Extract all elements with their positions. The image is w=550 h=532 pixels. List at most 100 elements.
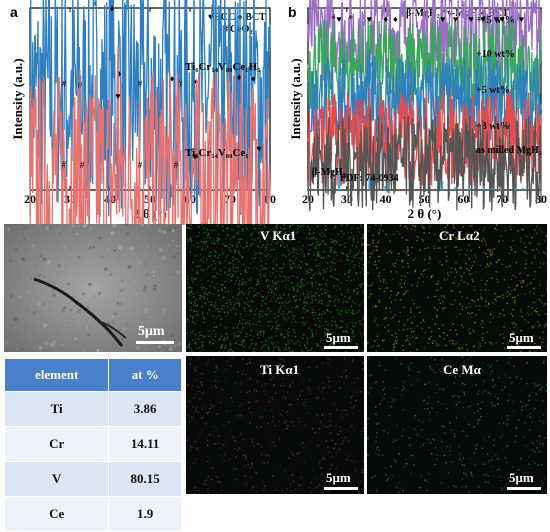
eds-dot (285, 349, 286, 350)
eds-dot (199, 399, 200, 400)
eds-dot (350, 237, 351, 238)
eds-dot (429, 412, 430, 413)
eds-dot (235, 441, 236, 442)
eds-dot (291, 282, 292, 283)
eds-dot (294, 316, 295, 317)
eds-dot (201, 409, 202, 410)
eds-dot (268, 347, 269, 348)
eds-dot (362, 242, 363, 243)
eds-dot (487, 454, 488, 455)
eds-dot (469, 313, 470, 314)
eds-dot (534, 463, 535, 464)
eds-dot (462, 478, 463, 479)
eds-dot (265, 263, 266, 264)
eds-dot (495, 300, 496, 301)
eds-dot (262, 416, 263, 417)
eds-dot (295, 336, 296, 337)
eds-dot (243, 342, 244, 343)
eds-dot (240, 313, 241, 314)
eds-dot (227, 255, 228, 256)
eds-dot (422, 276, 423, 277)
eds-dot (307, 271, 308, 272)
eds-dot (208, 412, 209, 413)
eds-dot (230, 309, 231, 310)
eds-dot (334, 251, 335, 252)
eds-dot (275, 288, 276, 289)
eds-dot (355, 468, 356, 469)
eds-dot (284, 276, 285, 277)
eds-dot (293, 481, 294, 482)
eds-dot (287, 333, 288, 334)
eds-dot (275, 321, 276, 322)
eds-dot (320, 244, 321, 245)
eds-dot (292, 315, 293, 316)
eds-dot (310, 283, 311, 284)
eds-dot (193, 397, 194, 398)
eds-dot (514, 303, 515, 304)
eds-dot (422, 227, 423, 228)
table-row: Ce 1.9 (5, 497, 182, 532)
eds-dot (203, 337, 204, 338)
eds-dot (543, 263, 544, 264)
eds-dot (190, 303, 191, 304)
eds-dot (336, 242, 337, 243)
eds-dot (219, 392, 220, 393)
eds-dot (198, 490, 199, 491)
eds-dot (383, 389, 384, 390)
eds-dot (206, 421, 207, 422)
eds-dot (363, 300, 364, 301)
eds-dot (344, 437, 345, 438)
eds-dot (541, 387, 542, 388)
eds-dot (503, 315, 504, 316)
eds-dot (204, 293, 205, 294)
eds-dot (216, 326, 217, 327)
eds-dot (283, 225, 284, 226)
x-tick-label: 40 (380, 192, 392, 206)
eds-dot (307, 344, 308, 345)
eds-dot (201, 242, 202, 243)
eds-dot (341, 310, 342, 311)
eds-dot (333, 285, 334, 286)
eds-dot (240, 433, 241, 434)
eds-dot (279, 295, 280, 296)
sem-grain (85, 335, 87, 337)
eds-dot (407, 263, 408, 264)
cell-element: Ce (5, 497, 109, 532)
eds-dot (325, 305, 326, 306)
eds-dot (223, 460, 224, 461)
eds-dot (237, 277, 238, 278)
eds-dot (529, 429, 530, 430)
eds-dot (484, 227, 485, 228)
eds-dot (528, 306, 529, 307)
eds-dot (376, 424, 377, 425)
sem-grain (88, 243, 91, 246)
sem-grain (20, 243, 22, 245)
eds-dot (312, 283, 313, 284)
eds-dot (330, 413, 331, 414)
eds-dot (213, 316, 214, 317)
eds-dot (528, 322, 529, 323)
eds-dot (226, 411, 227, 412)
sem-grain (172, 255, 176, 259)
eds-dot (208, 330, 209, 331)
eds-dot (480, 416, 481, 417)
eds-dot (323, 269, 324, 270)
eds-dot (286, 308, 287, 309)
eds-dot (319, 263, 320, 264)
peak-marker: * (348, 14, 353, 24)
eds-dot (411, 285, 412, 286)
eds-dot (539, 299, 540, 300)
sem-grain (143, 290, 145, 292)
eds-dot (450, 329, 451, 330)
eds-dot (538, 314, 539, 315)
eds-dot (234, 236, 235, 237)
eds-dot (276, 265, 277, 266)
eds-dot (516, 262, 517, 263)
eds-dot (530, 283, 531, 284)
eds-dot (478, 486, 479, 487)
sem-grain (30, 278, 32, 280)
eds-dot (230, 299, 231, 300)
eds-dot (538, 243, 539, 244)
eds-dot (202, 430, 203, 431)
eds-dot (335, 324, 336, 325)
